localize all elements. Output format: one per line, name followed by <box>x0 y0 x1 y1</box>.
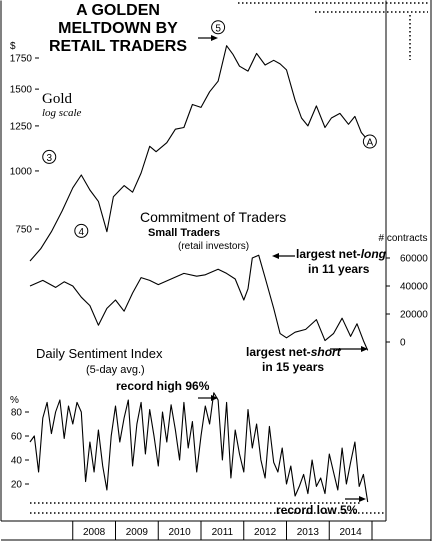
dsi-y-tick-label: 40 <box>11 456 23 467</box>
wave-label-circle <box>211 20 226 35</box>
wave-label-circle <box>362 134 377 149</box>
x-tick-label: 2009 <box>126 527 149 538</box>
gold-series-sublabel: log scale <box>42 107 82 119</box>
wave-label-circle <box>74 223 89 238</box>
cot-y-tick-label: 40000 <box>400 282 428 293</box>
gold-series-line <box>29 45 367 262</box>
cot-annotation-long: largest net-long in 11 years <box>296 247 389 276</box>
x-tick-label: 2010 <box>169 527 192 538</box>
wave-label: 5 <box>215 23 221 34</box>
gold-y-tick-label: 1250 <box>10 121 33 132</box>
cot-y-tick-label: 60000 <box>400 254 428 265</box>
cot-y-tick-label: 20000 <box>400 310 428 321</box>
dsi-y-tick-label: 60 <box>11 432 23 443</box>
cot-annotation-short: largest net-short in 15 years <box>246 345 344 374</box>
gold-y-tick-label: 750 <box>15 225 32 236</box>
gold-y-unit: $ <box>10 41 16 52</box>
gold-y-tick-label: 1500 <box>10 85 33 96</box>
cot-subtitle: Small Traders <box>148 227 220 239</box>
x-tick-label: 2008 <box>83 527 106 538</box>
x-tick-label: 2012 <box>254 527 277 538</box>
wave-label: 4 <box>79 227 85 238</box>
dsi-annotation-high: record high 96% <box>116 379 210 393</box>
gold-y-tick-label: 1750 <box>10 54 33 65</box>
dsi-annotation-low: record low 5% <box>276 503 358 517</box>
wave-label: A <box>367 138 374 149</box>
dsi-y-tick-label: 20 <box>11 480 23 491</box>
wave-label-circle <box>42 149 57 164</box>
cot-y-tick-label: 0 <box>400 338 406 349</box>
cot-title: Commitment of Traders <box>140 209 286 225</box>
dsi-subtitle: (5-day avg.) <box>86 364 145 376</box>
x-tick-label: 2013 <box>297 527 320 538</box>
arrow-short-head <box>361 346 368 352</box>
cot-y-unit: # contracts <box>379 233 428 244</box>
gold-series-label: Gold <box>42 91 73 107</box>
cot-series-line <box>29 254 369 351</box>
dsi-series-line <box>29 392 369 503</box>
wave-label: 3 <box>46 153 52 164</box>
chart-title-line1: A GOLDEN MELTDOWN BY RETAIL TRADERS <box>49 2 187 55</box>
dsi-title: Daily Sentiment Index <box>36 346 163 361</box>
x-tick-label: 2014 <box>340 527 363 538</box>
plot-layer: 750 1000 1250 1500 1750 3 4 5 A 0 20000 40000 60000 2… <box>10 20 428 540</box>
cot-note: (retail investors) <box>178 241 249 252</box>
arrow-top-head <box>211 35 218 41</box>
arrow-low-head <box>359 496 366 502</box>
gold-y-tick-label: 1000 <box>10 166 33 177</box>
dsi-y-unit: % <box>10 395 19 406</box>
arrow-long-head <box>272 253 279 259</box>
x-tick-label: 2011 <box>212 527 234 538</box>
dsi-y-tick-label: 80 <box>11 408 23 419</box>
